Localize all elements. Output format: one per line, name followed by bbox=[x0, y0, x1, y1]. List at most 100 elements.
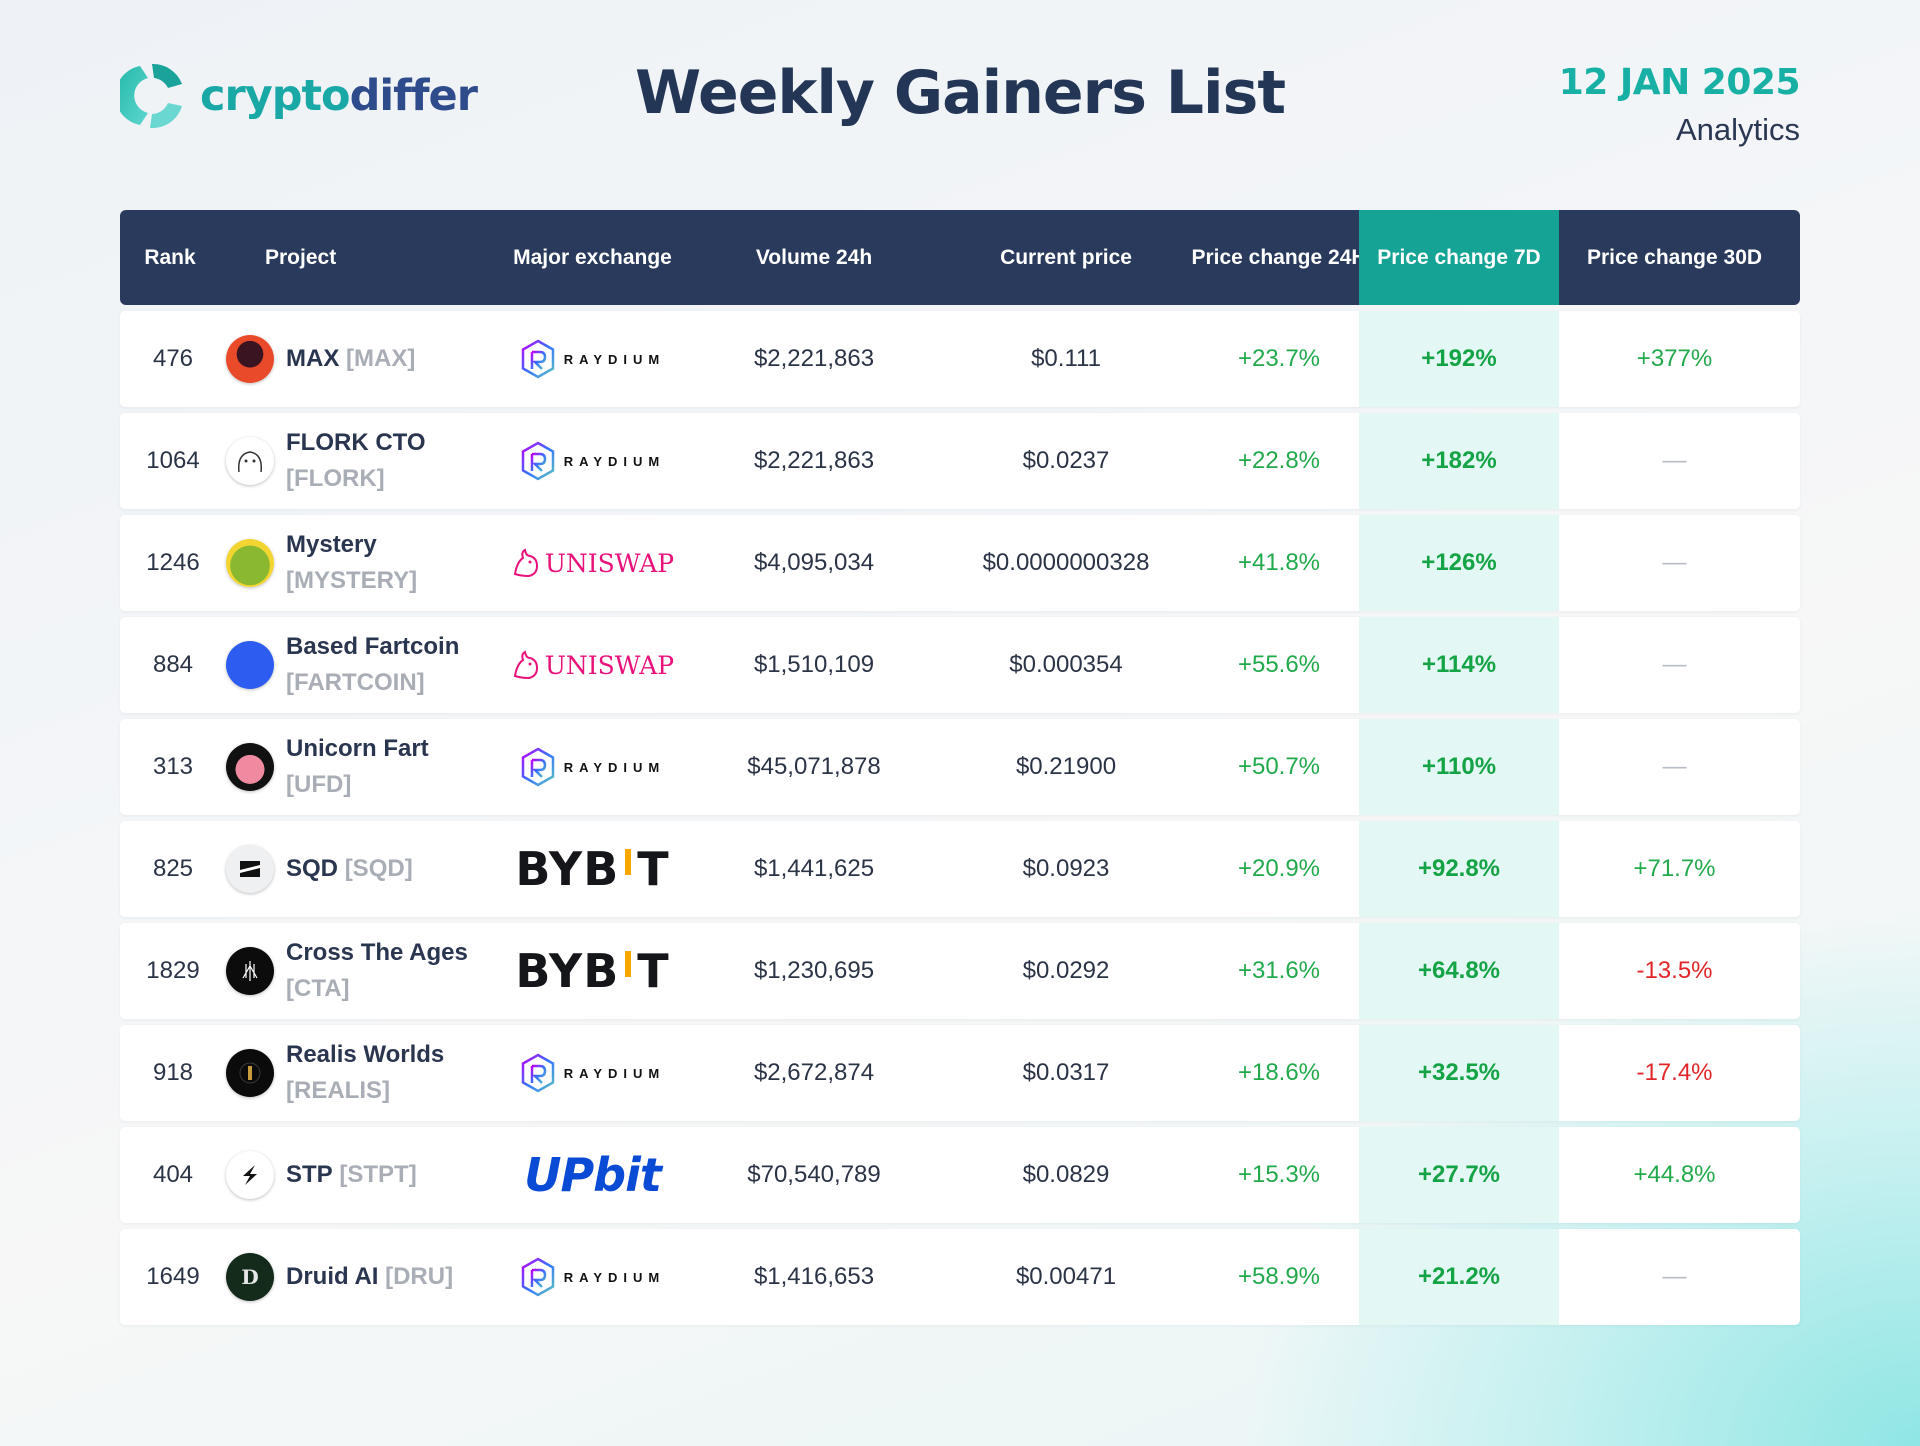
volume-cell: $1,441,625 bbox=[753, 855, 875, 882]
project-ticker: [UFD] bbox=[286, 771, 352, 798]
project-cell: Cross The Ages [CTA] bbox=[220, 923, 490, 1019]
col-change-24h: Price change 24H bbox=[1191, 245, 1367, 269]
change-30d-cell: — bbox=[1662, 549, 1687, 576]
raydium-icon bbox=[521, 1257, 554, 1297]
max-avatar-icon bbox=[226, 335, 274, 383]
exchange-cell: RAYDIUM bbox=[490, 1229, 695, 1325]
rank-cell: 884 bbox=[152, 651, 194, 678]
raydium-icon bbox=[521, 1053, 554, 1093]
realis-avatar-icon bbox=[226, 1049, 274, 1097]
volume-cell: $4,095,034 bbox=[753, 549, 875, 576]
change-7d-cell: +64.8% bbox=[1359, 923, 1559, 1019]
change-30d-cell: +44.8% bbox=[1633, 1161, 1716, 1188]
unicorn-icon bbox=[513, 548, 538, 578]
cta-avatar-icon bbox=[226, 947, 274, 995]
project-ticker: [REALIS] bbox=[286, 1077, 390, 1104]
price-cell: $0.0923 bbox=[1022, 855, 1110, 882]
raydium-logo: RAYDIUM bbox=[520, 339, 665, 379]
project-cell: MAX [MAX] bbox=[220, 311, 490, 407]
raydium-logo: RAYDIUM bbox=[520, 1257, 665, 1297]
project-name: STP bbox=[286, 1161, 333, 1188]
col-exchange: Major exchange bbox=[513, 245, 672, 269]
flork-avatar-icon bbox=[226, 437, 274, 485]
table-row: 918 Realis Worlds [REALIS] RAYDIUM $2,67… bbox=[120, 1025, 1800, 1121]
fartcoin-avatar-icon bbox=[226, 641, 274, 689]
change-30d-cell: — bbox=[1662, 651, 1687, 678]
change-24h-cell: +31.6% bbox=[1237, 957, 1321, 984]
table-row: 1064 FLORK CTO [FLORK] RAYDIUM $2,221,86… bbox=[120, 413, 1800, 509]
table-row: 1649 D Druid AI [DRU] RAYDIUM $1,416,653… bbox=[120, 1229, 1800, 1325]
raydium-logo: RAYDIUM bbox=[520, 747, 665, 787]
page-title: Weekly Gainers List bbox=[635, 58, 1286, 128]
rank-cell: 1829 bbox=[146, 957, 200, 984]
project-cell: Realis Worlds [REALIS] bbox=[220, 1025, 490, 1121]
change-30d-cell: — bbox=[1662, 447, 1687, 474]
price-cell: $0.111 bbox=[1031, 345, 1101, 372]
project-ticker: [MYSTERY] bbox=[286, 567, 418, 594]
exchange-cell: RAYDIUM bbox=[490, 413, 695, 509]
druid-avatar-icon: D bbox=[226, 1253, 274, 1301]
project-ticker: [FLORK] bbox=[286, 465, 385, 492]
exchange-cell: UNISWAP bbox=[490, 515, 695, 611]
change-30d-cell: +377% bbox=[1636, 345, 1713, 372]
change-24h-cell: +55.6% bbox=[1237, 651, 1321, 678]
col-price: Current price bbox=[1000, 245, 1132, 269]
table-row: 884 Based Fartcoin [FARTCOIN] UNISWAP $1… bbox=[120, 617, 1800, 713]
bybit-logo: BYB T bbox=[515, 842, 670, 896]
change-30d-cell: -17.4% bbox=[1636, 1059, 1713, 1086]
change-24h-cell: +58.9% bbox=[1237, 1263, 1321, 1290]
table-row: 825 SQD [SQD] BYB T $1,441,625 $0.0923 +2… bbox=[120, 821, 1800, 917]
col-project: Project bbox=[265, 245, 337, 269]
unicorn-icon bbox=[513, 650, 538, 680]
rank-cell: 825 bbox=[152, 855, 194, 882]
table-body: 476 MAX [MAX] RAYDIUM $2,221,863 $0.111 … bbox=[120, 311, 1800, 1325]
price-cell: $0.0000000328 bbox=[982, 549, 1150, 576]
price-cell: $0.21900 bbox=[1015, 753, 1117, 780]
project-cell: Unicorn Fart [UFD] bbox=[220, 719, 490, 815]
rank-cell: 313 bbox=[152, 753, 194, 780]
unicorn-avatar-icon bbox=[226, 743, 274, 791]
raydium-logo: RAYDIUM bbox=[520, 441, 665, 481]
price-cell: $0.000354 bbox=[1009, 651, 1123, 678]
exchange-cell: RAYDIUM bbox=[490, 311, 695, 407]
volume-cell: $45,071,878 bbox=[747, 753, 881, 780]
volume-cell: $70,540,789 bbox=[747, 1161, 881, 1188]
svg-text:D: D bbox=[241, 1265, 258, 1289]
volume-cell: $2,221,863 bbox=[753, 447, 875, 474]
project-name: FLORK CTO bbox=[286, 429, 426, 456]
change-7d-cell: +92.8% bbox=[1359, 821, 1559, 917]
rank-cell: 1064 bbox=[146, 447, 200, 474]
change-7d-cell: +114% bbox=[1359, 617, 1559, 713]
project-cell: Mystery [MYSTERY] bbox=[220, 515, 490, 611]
project-ticker: [CTA] bbox=[286, 975, 350, 1002]
table-header: Rank Project Major exchange Volume 24h C… bbox=[120, 210, 1800, 305]
change-30d-cell: -13.5% bbox=[1636, 957, 1713, 984]
table-row: 313 Unicorn Fart [UFD] RAYDIUM $45,071,8… bbox=[120, 719, 1800, 815]
volume-cell: $2,221,863 bbox=[753, 345, 875, 372]
price-cell: $0.0829 bbox=[1022, 1161, 1110, 1188]
project-cell: FLORK CTO [FLORK] bbox=[220, 413, 490, 509]
bybit-logo: BYB T bbox=[515, 944, 670, 998]
mystery-avatar-icon bbox=[226, 539, 274, 587]
change-24h-cell: +20.9% bbox=[1237, 855, 1321, 882]
exchange-cell: UNISWAP bbox=[490, 617, 695, 713]
project-cell: SQD [SQD] bbox=[220, 821, 490, 917]
project-ticker: [SQD] bbox=[344, 855, 413, 882]
brand-logo: cryptodiffer bbox=[120, 58, 478, 133]
volume-cell: $1,416,653 bbox=[753, 1263, 875, 1290]
project-name: Based Fartcoin bbox=[286, 633, 460, 660]
volume-cell: $1,510,109 bbox=[753, 651, 875, 678]
change-24h-cell: +41.8% bbox=[1237, 549, 1321, 576]
raydium-logo: RAYDIUM bbox=[520, 1053, 665, 1093]
exchange-cell: RAYDIUM bbox=[490, 719, 695, 815]
project-name: Realis Worlds bbox=[286, 1041, 445, 1068]
project-cell: STP [STPT] bbox=[220, 1127, 490, 1223]
report-subtitle: Analytics bbox=[1675, 112, 1800, 147]
rank-cell: 476 bbox=[152, 345, 194, 372]
change-24h-cell: +22.8% bbox=[1237, 447, 1321, 474]
volume-cell: $2,672,874 bbox=[753, 1059, 875, 1086]
col-rank: Rank bbox=[144, 245, 196, 269]
price-cell: $0.0317 bbox=[1022, 1059, 1110, 1086]
col-volume: Volume 24h bbox=[755, 245, 873, 269]
raydium-icon bbox=[521, 747, 554, 787]
